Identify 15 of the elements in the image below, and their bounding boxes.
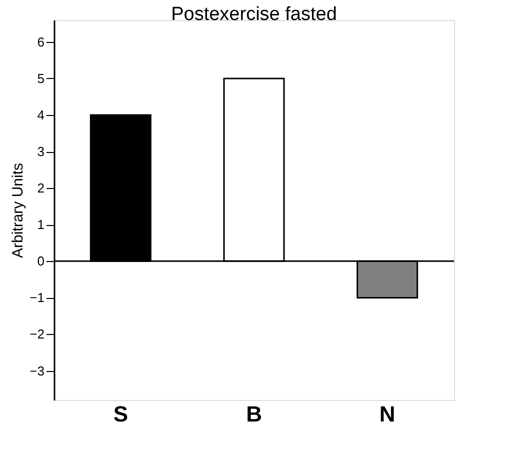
y-tick-label: −2 — [30, 326, 44, 342]
y-tick-label: 6 — [37, 34, 44, 50]
x-tick-label: N — [379, 402, 396, 426]
y-tick-label: 1 — [37, 217, 44, 232]
y-tick-label: 2 — [37, 180, 44, 196]
x-tick-label: B — [246, 402, 262, 426]
y-tick-label: 5 — [37, 70, 44, 86]
y-tick-label: 3 — [37, 144, 44, 160]
chart-title: Postexercise fasted — [171, 4, 337, 25]
y-tick-label: −1 — [30, 290, 44, 306]
y-axis-title: Arbitrary Units — [10, 162, 27, 258]
y-tick-label: 4 — [37, 108, 44, 122]
x-tick-label: S — [113, 402, 128, 426]
y-tick-label: 0 — [37, 254, 44, 269]
y-tick-label: −3 — [30, 363, 44, 378]
